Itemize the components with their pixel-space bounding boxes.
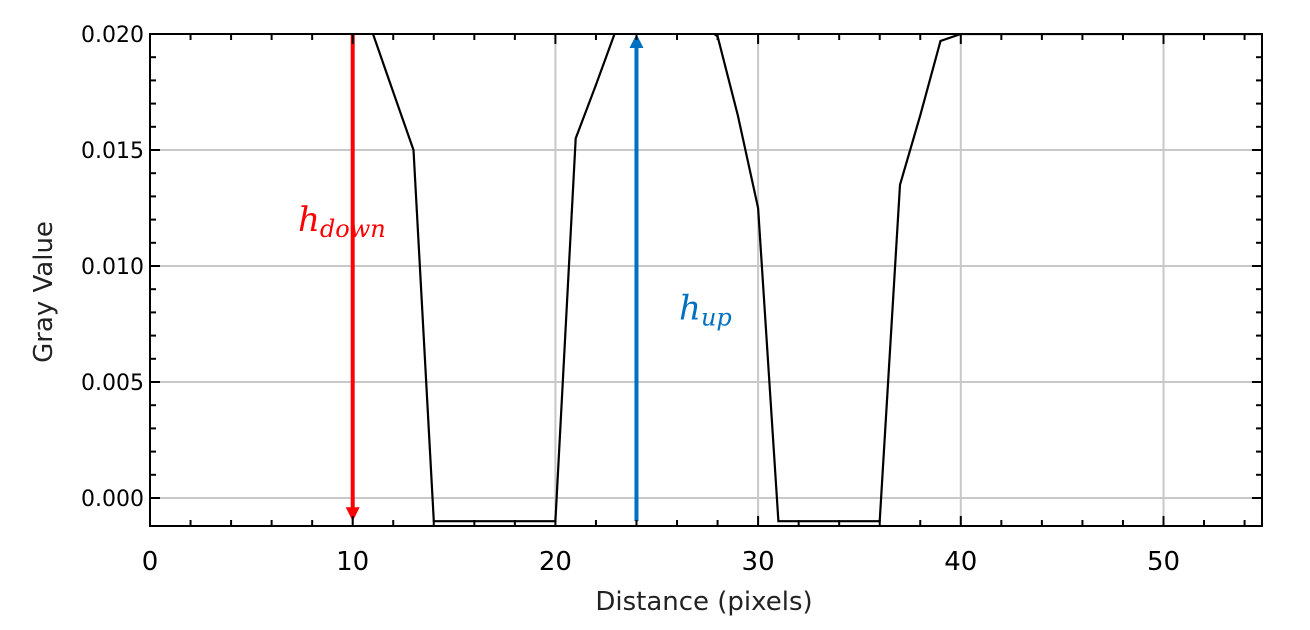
y-tick-label: 0.000 [81, 487, 144, 512]
x-tick-label: 40 [944, 547, 977, 577]
label-base: h [298, 200, 320, 240]
ticks-layer [149, 33, 1262, 526]
x-tick-labels: 0 10 20 30 40 50 [142, 547, 1180, 577]
x-tick-label: 50 [1147, 547, 1180, 577]
label-base: h [679, 288, 701, 328]
arrow-head-down [345, 507, 360, 522]
label-subscript: up [701, 303, 732, 331]
arrow-head-up [629, 34, 644, 48]
label-h-down: hdown [298, 200, 386, 243]
series-layer [370, 34, 1262, 523]
x-axis-title: Distance (pixels) [595, 587, 812, 617]
plot-frame [149, 33, 1263, 527]
y-tick-label: 0.020 [81, 23, 144, 48]
x-tick-label: 0 [142, 547, 159, 577]
y-tick-label: 0.005 [81, 371, 144, 396]
label-h-up: hup [679, 288, 732, 331]
x-tick-label: 10 [336, 547, 369, 577]
plot-area [150, 34, 1262, 526]
x-tick-label: 20 [539, 547, 572, 577]
grid [150, 34, 1262, 526]
y-axis-title: Gray Value [29, 221, 59, 363]
x-tick-label: 30 [742, 547, 775, 577]
y-tick-label: 0.010 [81, 255, 144, 280]
y-tick-labels: 0.000 0.005 0.010 0.015 0.020 [81, 23, 144, 512]
label-subscript: down [320, 215, 386, 243]
y-tick-label: 0.015 [81, 139, 144, 164]
data-line [370, 34, 1262, 523]
